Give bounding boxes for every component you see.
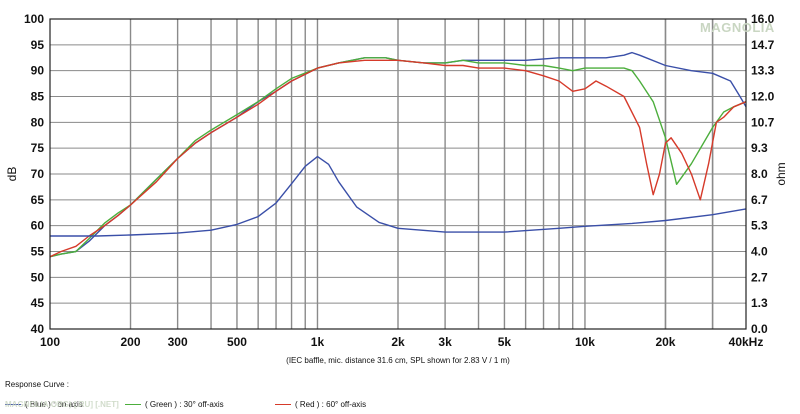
legend-entry-blue: ( Blue ) : on axis — [5, 400, 83, 409]
y-tick-label: 85 — [31, 90, 45, 104]
y-tick-label: 55 — [31, 245, 45, 259]
legend-swatch-red — [275, 404, 291, 406]
y2-tick-label: 1.3 — [751, 296, 768, 310]
y2-tick-label: 5.3 — [751, 219, 768, 233]
legend-swatch-green — [125, 404, 141, 406]
legend-caption: Response Curve : — [5, 380, 70, 389]
y-axis-label: dB — [5, 167, 19, 182]
y2-tick-label: 10.7 — [751, 115, 775, 129]
y2-tick-label: 14.7 — [751, 38, 775, 52]
y2-tick-label: 0.0 — [751, 322, 768, 336]
y2-axis-label: ohm — [774, 162, 788, 185]
y2-tick-label: 6.7 — [751, 193, 768, 207]
legend-swatch-blue — [5, 404, 21, 406]
y-tick-label: 90 — [31, 64, 45, 78]
watermark-bottom: MAGNOLIA.ORG) [.RU] [.NET] — [5, 400, 119, 409]
y2-tick-label: 16.0 — [751, 12, 775, 26]
y-tick-label: 65 — [31, 193, 45, 207]
y-tick-label: 75 — [31, 141, 45, 155]
x-tick-label: 3k — [438, 335, 452, 349]
legend-entry-red: ( Red ) : 60° off-axis — [275, 400, 366, 409]
x-tick-label: 2k — [391, 335, 405, 349]
y-tick-label: 45 — [31, 296, 45, 310]
y2-tick-label: 9.3 — [751, 141, 768, 155]
y-tick-label: 70 — [31, 167, 45, 181]
measurement-note: (IEC baffle, mic. distance 31.6 cm, SPL … — [286, 356, 510, 365]
x-tick-label: 300 — [168, 335, 188, 349]
x-tick-label: 10k — [575, 335, 595, 349]
x-tick-label: 500 — [227, 335, 247, 349]
y2-tick-label: 2.7 — [751, 270, 768, 284]
legend-label-green: ( Green ) : 30° off-axis — [145, 400, 224, 409]
curves — [49, 51, 747, 258]
x-tick-label: 100 — [40, 335, 60, 349]
grid — [50, 19, 746, 329]
legend: Response Curve : ( Blue ) : on axis ( Gr… — [0, 378, 800, 414]
legend-label-red: ( Red ) : 60° off-axis — [295, 400, 367, 409]
series-line-green-30deg — [49, 57, 747, 258]
plot-frame — [49, 18, 747, 330]
x-tick-label: 40kHz — [729, 335, 764, 349]
y-tick-label: 40 — [31, 322, 45, 336]
y2-tick-label: 13.3 — [751, 64, 775, 78]
legend-label-blue: ( Blue ) : on axis — [25, 400, 83, 409]
x-tick-label: 20k — [655, 335, 675, 349]
y-tick-labels: 40 45 50 55 60 65 70 75 80 85 90 95 100 — [24, 12, 44, 336]
y-tick-label: 100 — [24, 12, 44, 26]
watermark-top: MAGNOLIA — [700, 20, 775, 35]
y-tick-label: 50 — [31, 270, 45, 284]
y2-tick-label: 4.0 — [751, 245, 768, 259]
y2-tick-label: 12.0 — [751, 90, 775, 104]
x-tick-label: 5k — [498, 335, 512, 349]
y-tick-label: 95 — [31, 38, 45, 52]
legend-entry-green: ( Green ) : 30° off-axis — [125, 400, 224, 409]
series-line-red-60deg — [49, 59, 747, 258]
x-tick-label: 200 — [121, 335, 141, 349]
y-tick-label: 80 — [31, 115, 45, 129]
y2-tick-labels: 0.0 1.3 2.7 4.0 5.3 6.7 8.0 9.3 10.7 12.0 13.3 14.7… — [751, 12, 775, 336]
x-tick-labels: 100 200 300 500 1k 2k 3k 5k 10k 20k 40kHz — [40, 335, 763, 349]
series-line-impedance — [50, 155, 747, 237]
y2-tick-label: 8.0 — [751, 167, 768, 181]
x-tick-label: 1k — [311, 335, 325, 349]
y-tick-label: 60 — [31, 219, 45, 233]
